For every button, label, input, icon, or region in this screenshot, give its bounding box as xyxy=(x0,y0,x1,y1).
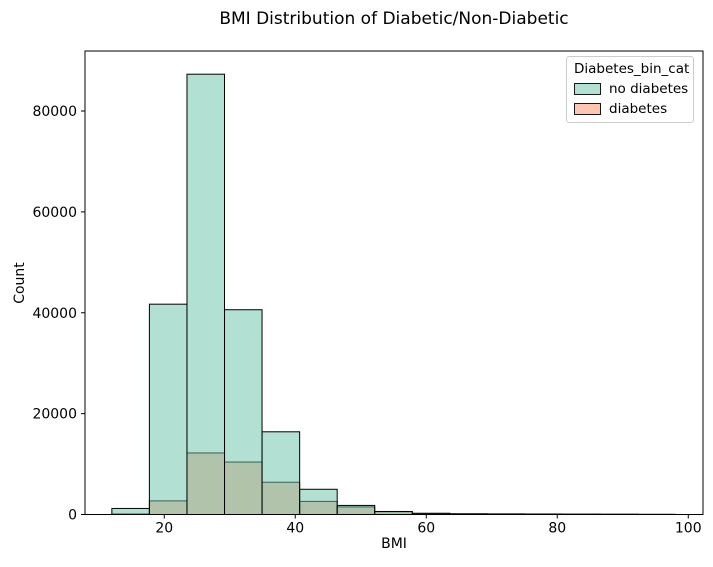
histogram-bar xyxy=(261,431,301,516)
y-tick-label: 80000 xyxy=(32,104,77,120)
legend-label: no diabetes xyxy=(609,81,689,97)
legend-swatch-no-diabetes-icon xyxy=(574,83,601,95)
histogram-bar xyxy=(224,309,263,516)
legend: Diabetes_bin_cat no diabetes diabetes xyxy=(566,56,694,123)
legend-label: diabetes xyxy=(609,101,668,117)
x-tick-label: 40 xyxy=(286,521,304,537)
y-tick-label: 40000 xyxy=(32,306,77,322)
chart-title: BMI Distribution of Diabetic/Non-Diabeti… xyxy=(219,9,569,29)
x-tick-label: 100 xyxy=(675,521,702,537)
histogram-bar xyxy=(299,488,338,515)
legend-item-no-diabetes: no diabetes xyxy=(574,81,689,97)
x-tick-label: 20 xyxy=(155,521,173,537)
histogram-bar xyxy=(111,507,150,516)
x-tick-label: 60 xyxy=(417,521,435,537)
legend-title: Diabetes_bin_cat xyxy=(574,61,690,77)
y-tick-label: 20000 xyxy=(32,407,77,423)
histogram-bar xyxy=(148,303,188,515)
y-tick-label: 0 xyxy=(68,508,77,524)
histogram-bar xyxy=(186,73,226,515)
x-tick-label: 80 xyxy=(548,521,566,537)
axes-spines xyxy=(84,50,704,515)
y-tick-label: 60000 xyxy=(32,205,77,221)
legend-item-diabetes: diabetes xyxy=(574,101,686,117)
legend-swatch-diabetes-icon xyxy=(574,103,601,115)
x-axis-label: BMI xyxy=(381,536,407,552)
y-axis-label: Count xyxy=(12,262,28,304)
histogram-bar xyxy=(336,504,376,516)
